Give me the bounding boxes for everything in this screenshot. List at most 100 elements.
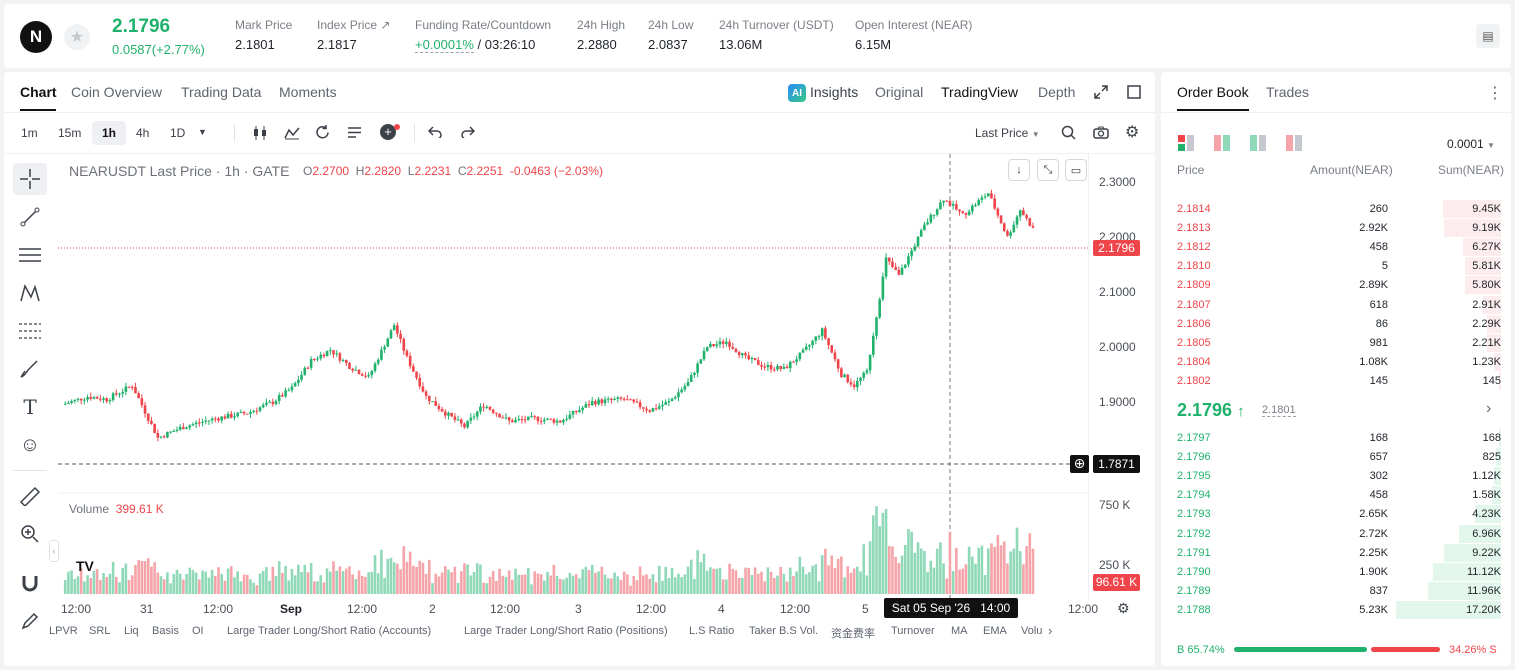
ask-price[interactable]: 2.1805 — [1177, 336, 1211, 349]
indicator-item[interactable]: Volu — [1021, 625, 1043, 637]
indicator-item[interactable]: EMA — [983, 625, 1007, 637]
ohlc-low-label: L — [407, 164, 415, 178]
timeframe-4h[interactable]: 4h — [136, 126, 150, 140]
template-icon[interactable] — [347, 126, 362, 139]
ask-price[interactable]: 2.1812 — [1177, 241, 1211, 254]
text-tool-icon[interactable]: T — [23, 395, 37, 419]
time-axis-label: 12:00 — [61, 602, 92, 616]
indicator-item[interactable]: 资金费率 — [831, 628, 875, 640]
indicators-icon[interactable] — [284, 126, 300, 140]
ask-price[interactable]: 2.1806 — [1177, 317, 1211, 330]
volume-bar — [491, 570, 495, 594]
tab-trades[interactable]: Trades — [1266, 84, 1310, 100]
add-indicator-icon[interactable]: + — [380, 124, 396, 140]
expand-icon[interactable] — [1094, 85, 1108, 99]
redo-icon[interactable] — [460, 126, 475, 138]
indicator-item[interactable]: OI — [192, 625, 204, 637]
book-icon[interactable]: ▤ — [1476, 24, 1500, 48]
tab-coin-overview[interactable]: Coin Overview — [71, 84, 163, 100]
depth-bar — [1487, 333, 1501, 352]
trend-line-tool-icon[interactable] — [13, 201, 47, 233]
ask-price[interactable]: 2.1810 — [1177, 260, 1211, 273]
indicator-item[interactable]: Liq — [124, 625, 139, 637]
candle-body — [871, 335, 875, 355]
view-depth[interactable]: Depth — [1038, 84, 1076, 100]
tab-order-book[interactable]: Order Book — [1177, 84, 1249, 100]
collapse-toolbar-button[interactable]: ‹ — [49, 540, 59, 562]
add-alert-icon[interactable]: ⊕ — [1070, 455, 1089, 473]
ask-price[interactable]: 2.1809 — [1177, 279, 1211, 292]
indicator-item[interactable]: Taker B.S Vol. — [749, 625, 819, 637]
indicator-item[interactable]: Large Trader Long/Short Ratio (Accounts) — [227, 625, 432, 637]
crosshair-tool-icon[interactable] — [13, 163, 47, 195]
chevron-down-icon[interactable]: ▼ — [198, 127, 207, 137]
bid-price[interactable]: 2.1797 — [1177, 432, 1211, 444]
bid-price[interactable]: 2.1795 — [1177, 470, 1211, 483]
more-options-icon[interactable]: ⋮ — [1487, 85, 1503, 102]
pencil-tool-icon[interactable] — [13, 605, 47, 637]
chevron-right-icon[interactable]: › — [1048, 623, 1053, 638]
zoom-in-tool-icon[interactable] — [13, 518, 47, 550]
book-bids-view-icon[interactable] — [1250, 135, 1266, 151]
chart-settings-icon[interactable]: ⚙ — [1117, 600, 1130, 616]
price-type-select[interactable]: Last Price ▼ — [975, 126, 1040, 140]
ask-price[interactable]: 2.1807 — [1177, 298, 1211, 311]
book-view-icon[interactable] — [1214, 135, 1230, 151]
horizontal-lines-tool-icon[interactable] — [13, 239, 47, 271]
indicator-item[interactable]: Basis — [152, 625, 179, 637]
candlestick-chart[interactable] — [58, 154, 1088, 599]
collapse-icon[interactable]: ⤡ — [1037, 159, 1059, 181]
bid-price[interactable]: 2.1794 — [1177, 489, 1211, 502]
ask-price[interactable]: 2.1804 — [1177, 355, 1211, 368]
indicator-item[interactable]: MA — [951, 625, 968, 637]
insights-button[interactable]: Insights — [810, 84, 859, 100]
book-both-view-icon[interactable] — [1178, 135, 1194, 151]
view-tradingview[interactable]: TradingView — [941, 84, 1019, 100]
pattern-tool-icon[interactable] — [13, 277, 47, 309]
bid-price[interactable]: 2.1788 — [1177, 603, 1211, 616]
brush-tool-icon[interactable] — [13, 353, 47, 385]
timeframe-1h[interactable]: 1h — [102, 126, 117, 140]
tab-trading-data[interactable]: Trading Data — [181, 84, 262, 100]
emoji-tool-icon[interactable]: ☺ — [19, 433, 41, 456]
book-asks-view-icon[interactable] — [1286, 135, 1302, 151]
camera-icon[interactable] — [1093, 126, 1109, 139]
candlestick-type-icon[interactable] — [252, 126, 268, 140]
timeframe-1d[interactable]: 1D — [170, 126, 186, 140]
tab-moments[interactable]: Moments — [279, 84, 337, 100]
bid-price[interactable]: 2.1789 — [1177, 584, 1211, 597]
indicator-item[interactable]: Turnover — [891, 625, 935, 637]
chevron-right-icon[interactable]: › — [1486, 400, 1492, 417]
bid-price[interactable]: 2.1796 — [1177, 451, 1211, 464]
undo-icon[interactable] — [428, 126, 443, 138]
bid-price[interactable]: 2.1793 — [1177, 508, 1211, 521]
view-original[interactable]: Original — [875, 84, 924, 100]
window-icon[interactable] — [1127, 85, 1141, 99]
ruler-tool-icon[interactable] — [13, 480, 47, 512]
tab-chart[interactable]: Chart — [20, 84, 57, 100]
indicator-item[interactable]: Large Trader Long/Short Ratio (Positions… — [464, 625, 668, 637]
ask-price[interactable]: 2.1813 — [1177, 222, 1211, 235]
bid-price[interactable]: 2.1791 — [1177, 546, 1211, 559]
ask-price[interactable]: 2.1802 — [1177, 374, 1211, 387]
tradingview-logo-icon[interactable]: TV — [76, 558, 94, 574]
timeframe-1m[interactable]: 1m — [21, 126, 38, 140]
indicator-item[interactable]: L.S Ratio — [689, 625, 735, 637]
star-icon[interactable]: ★ — [64, 24, 90, 50]
ask-price[interactable]: 2.1814 — [1177, 203, 1211, 215]
layout-icon[interactable]: ▭ — [1065, 159, 1087, 181]
settings-gear-icon[interactable]: ⚙ — [1125, 124, 1140, 141]
search-icon[interactable] — [1061, 125, 1076, 140]
indicator-item[interactable]: SRL — [89, 625, 111, 637]
fibonacci-tool-icon[interactable] — [13, 315, 47, 347]
refresh-icon[interactable] — [315, 125, 330, 140]
bid-price[interactable]: 2.1792 — [1177, 527, 1211, 540]
precision-select[interactable]: 0.0001 ▼ — [1447, 137, 1495, 151]
indicator-item[interactable]: LPVR — [49, 625, 78, 637]
scroll-down-icon[interactable]: ↓ — [1008, 159, 1030, 181]
index-price-stat[interactable]: Index Price ↗ 2.1817 — [317, 18, 390, 52]
bid-price[interactable]: 2.1790 — [1177, 565, 1211, 578]
timeframe-15m[interactable]: 15m — [58, 126, 82, 140]
volume-bar — [146, 558, 150, 594]
magnet-tool-icon[interactable] — [13, 568, 47, 600]
